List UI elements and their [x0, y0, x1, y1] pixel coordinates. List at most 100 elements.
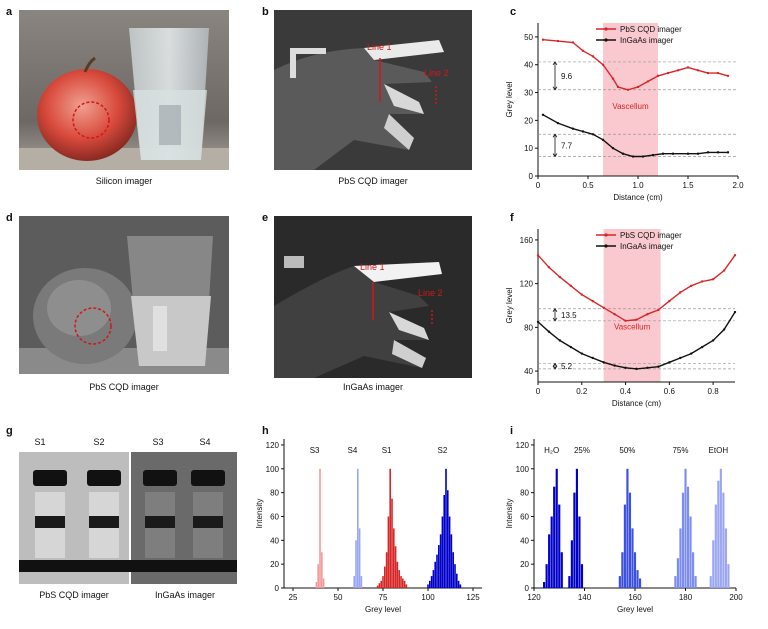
- x-tick-label: 120: [527, 593, 541, 602]
- data-point: [569, 284, 573, 288]
- histogram-bar: [709, 576, 712, 588]
- arrow-head: [552, 317, 558, 322]
- data-point: [581, 49, 585, 53]
- y-tick-label: 160: [520, 236, 534, 245]
- histogram-bar: [573, 492, 576, 588]
- data-point: [716, 71, 720, 75]
- data-point: [686, 66, 690, 69]
- histogram-bar: [457, 580, 460, 588]
- data-point: [706, 71, 710, 75]
- data-point: [541, 113, 545, 117]
- data-point: [621, 152, 625, 155]
- vial-label-s1: S1: [34, 437, 46, 447]
- data-point: [657, 365, 660, 368]
- x-axis-label: Distance (cm): [613, 193, 663, 202]
- x-tick-label: 140: [578, 593, 592, 602]
- y-tick-label: 0: [525, 584, 530, 593]
- y-tick-label: 10: [524, 144, 533, 153]
- histogram-bar: [684, 468, 687, 588]
- data-point: [613, 364, 616, 367]
- histogram-bar: [447, 490, 449, 588]
- histogram-bar: [628, 492, 632, 588]
- histogram-bar: [555, 468, 558, 588]
- data-point: [624, 366, 627, 369]
- data-point: [711, 278, 715, 281]
- histogram-bar: [448, 516, 451, 588]
- y-tick-label: 120: [266, 441, 280, 450]
- data-point: [722, 269, 726, 272]
- caption-g-pbs: PbS CQD imager: [39, 590, 109, 600]
- histogram-bar: [722, 492, 725, 588]
- sample-label: EtOH: [709, 446, 729, 455]
- data-point: [591, 55, 595, 58]
- histogram-bar: [694, 576, 697, 588]
- data-point: [636, 85, 640, 89]
- arrow-head: [552, 308, 558, 313]
- sample-label: 50%: [619, 446, 635, 455]
- legend-entry: InGaAs imager: [620, 242, 674, 251]
- data-point: [668, 361, 671, 364]
- difference-annotation: 9.6: [561, 72, 573, 81]
- x-tick-label: 0.8: [708, 387, 720, 396]
- histogram-bar: [429, 580, 431, 588]
- histogram-bar: [434, 561, 436, 588]
- histogram-bar: [636, 570, 639, 588]
- data-point: [668, 299, 671, 303]
- y-tick-label: 80: [524, 323, 533, 332]
- histogram-bar: [432, 570, 435, 588]
- x-tick-label: 75: [379, 593, 388, 602]
- legend-entry: PbS CQD imager: [620, 231, 682, 240]
- histogram-bar: [633, 552, 637, 588]
- line1-label-b: Line 1: [367, 42, 392, 52]
- data-point: [686, 152, 690, 155]
- data-point: [726, 151, 730, 154]
- histogram-bar: [322, 578, 325, 588]
- histogram-bar: [385, 552, 388, 588]
- data-point: [581, 130, 585, 133]
- histogram-bar: [358, 528, 361, 588]
- histogram-bar: [452, 552, 454, 588]
- data-point: [671, 152, 675, 155]
- chart-i: 120 140 160 180 200 0 20 40 60 80 100 120 Grey level…: [505, 439, 743, 614]
- histogram-bar: [445, 468, 447, 588]
- line2-label-e: Line 2: [418, 288, 443, 298]
- y-tick-label: 40: [524, 61, 533, 70]
- histogram-bar: [621, 552, 624, 588]
- histogram-bar: [430, 576, 433, 588]
- histogram-bar: [382, 576, 384, 588]
- data-point: [611, 146, 615, 150]
- difference-annotation: 5.2: [561, 362, 573, 371]
- panel-label-d: d: [6, 212, 13, 224]
- histogram-bar: [389, 468, 391, 588]
- histogram-bar: [439, 534, 442, 588]
- data-point: [536, 254, 540, 257]
- data-point: [556, 121, 560, 125]
- histogram-bar: [578, 516, 581, 588]
- x-tick-label: 0: [536, 387, 541, 396]
- histogram-bar: [689, 516, 692, 588]
- data-point: [690, 284, 693, 288]
- data-point: [547, 266, 551, 269]
- data-point: [591, 356, 594, 360]
- data-point: [626, 88, 630, 91]
- histogram-bar: [360, 576, 363, 588]
- histogram-bar: [727, 564, 730, 588]
- sample-label: H₂O: [544, 446, 559, 455]
- data-point: [661, 152, 665, 155]
- legend-marker: [604, 233, 608, 237]
- data-point: [696, 152, 700, 155]
- y-tick-label: 40: [270, 536, 279, 545]
- data-point: [556, 39, 560, 43]
- x-tick-label: 25: [289, 593, 298, 602]
- y-tick-label: 80: [270, 489, 279, 498]
- x-tick-label: 0.2: [576, 387, 588, 396]
- data-point: [641, 155, 645, 158]
- histogram-bar: [714, 504, 717, 588]
- histogram-bar: [387, 516, 390, 588]
- histogram-bar: [403, 580, 406, 588]
- difference-annotation: 13.5: [561, 311, 577, 320]
- x-tick-label: 0: [536, 181, 541, 190]
- legend-marker: [604, 27, 608, 31]
- histogram-bar: [402, 578, 404, 588]
- histogram-bar: [558, 504, 561, 588]
